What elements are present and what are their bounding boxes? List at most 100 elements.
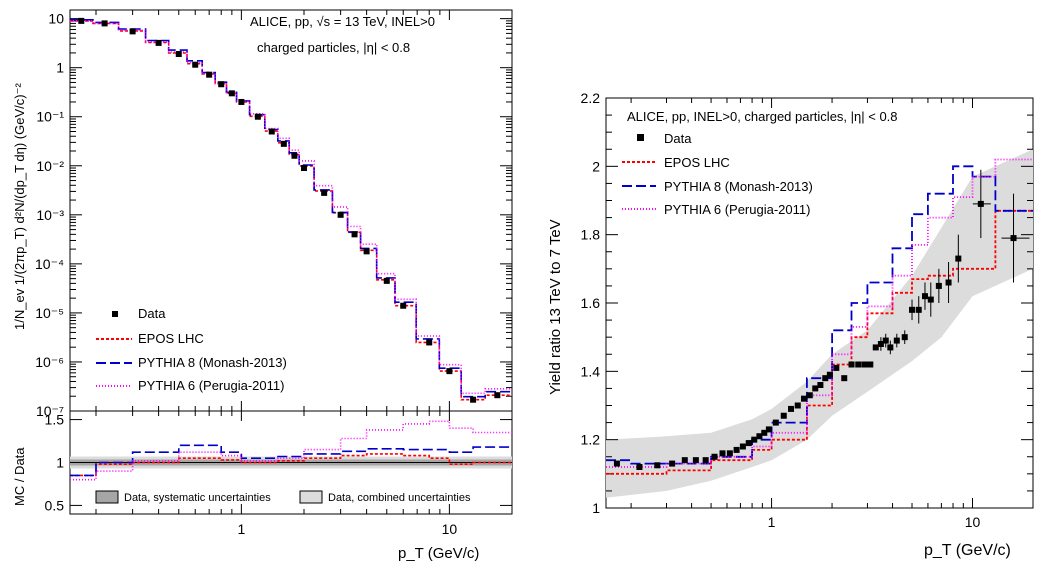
spectrum-data-point	[254, 113, 261, 120]
yield-data-point	[806, 392, 813, 399]
yield-data-point	[822, 375, 829, 382]
yield-data-point	[826, 371, 833, 378]
ratio-legend-entry: Data, systematic uncertainties	[124, 492, 271, 504]
yield-data-point	[887, 344, 894, 351]
spectrum-data-point	[383, 277, 390, 284]
yield-y-tick-label: 1.6	[581, 295, 601, 311]
yield-x-axis-label: p_T (GeV/c)	[924, 542, 1011, 559]
spectrum-y-tick-label: 10⁻²	[36, 158, 64, 174]
spectrum-legend-marker-data	[112, 311, 118, 317]
spectrum-series-pythia6	[70, 20, 512, 395]
spectrum-frame	[69, 9, 513, 412]
yield-data-point	[780, 412, 787, 419]
yield-data-point	[861, 361, 868, 368]
yield-data-point	[935, 282, 942, 289]
yield-data-point	[745, 440, 752, 447]
yield-legend-entry: PYTHIA 6 (Perugia-2011)	[664, 202, 810, 217]
yield-data-point	[613, 460, 620, 467]
yield-data-point	[901, 334, 908, 341]
spectrum-data-point	[291, 152, 298, 159]
yield-x-tick-label: 10	[965, 514, 981, 530]
yield-legend: Data EPOS LHC PYTHIA 8 (Monash-2013) PYTHIA…	[622, 131, 813, 217]
yield-annotation: ALICE, pp, INEL>0, charged particles, |η…	[627, 109, 898, 124]
ratio-x-tick-label: 1	[237, 521, 245, 537]
spectrum-data-point	[238, 98, 245, 105]
spectrum-annotation-line1: ALICE, pp, √s = 13 TeV, INEL>0	[250, 14, 435, 29]
yield-data-point	[739, 443, 746, 450]
yield-data-point	[711, 453, 718, 460]
spectrum-data-point	[280, 140, 287, 147]
yield-y-tick-label: 1.2	[581, 432, 601, 448]
yield-data-point	[945, 279, 952, 286]
spectrum-y-axis-label: 1/N_ev 1/(2πp_T) d²N/(dp_T dη) (GeV/c)⁻²	[12, 83, 27, 330]
yield-data-point	[848, 361, 855, 368]
yield-data-point	[841, 375, 848, 382]
spectrum-legend-entry: PYTHIA 8 (Monash-2013)	[138, 355, 287, 370]
yield-legend-entry: PYTHIA 8 (Monash-2013)	[664, 179, 813, 194]
yield-data-point	[733, 446, 740, 453]
yield-data-point	[955, 255, 962, 262]
yield-series-pythia8	[606, 165, 1033, 465]
spectrum-legend-entry: EPOS LHC	[138, 331, 204, 346]
yield-data-point	[812, 385, 819, 392]
spectrum-y-tick-label: 10⁻⁵	[35, 305, 64, 321]
spectrum-panel: 10 1 10⁻¹ 10⁻² 10⁻³ 10⁻⁴ 10⁻⁵ 10⁻⁶ 10⁻⁷ ALICE, p…	[12, 9, 513, 419]
yield-series-epos	[606, 209, 1033, 475]
spectrum-data-point	[426, 339, 433, 346]
spectrum-marks	[70, 17, 512, 403]
spectrum-y-tick-label: 10⁻⁷	[36, 403, 64, 419]
yield-data-point	[800, 395, 807, 402]
yield-y-tick-label: 2.2	[581, 90, 601, 106]
yield-data-point	[654, 462, 661, 469]
yield-data-point	[692, 457, 699, 464]
ratio-series-pythia6	[70, 420, 512, 481]
ratio-marks	[70, 420, 512, 481]
yield-data-point	[761, 429, 768, 436]
spectrum-data-point	[129, 28, 136, 35]
yield-data-point	[669, 460, 676, 467]
ratio-x-tick-label: 10	[442, 521, 458, 537]
yield-data-point	[719, 450, 726, 457]
yield-ticks: 1 10 1 1.2 1.4 1.6 1.8 2 2.2	[581, 90, 1034, 530]
yield-data-point	[751, 436, 758, 443]
spectrum-data-point	[101, 20, 108, 27]
yield-data-point	[636, 464, 643, 470]
spectrum-data-point	[446, 368, 453, 375]
spectrum-series-pythia8	[70, 19, 512, 398]
ratio-legend-marker-combined	[299, 490, 323, 504]
yield-data-point	[867, 361, 874, 368]
spectrum-data-point	[78, 17, 85, 24]
spectrum-data-point	[155, 39, 162, 46]
yield-marks	[606, 158, 1033, 475]
yield-y-tick-label: 2	[592, 158, 600, 174]
ratio-panel: 1 10 0.5 1 1.5 MC / Data Data, systematic un…	[12, 410, 513, 562]
spectrum-legend: Data EPOS LHC PYTHIA 8 (Monash-2013) PYTHIA…	[96, 306, 287, 393]
spectrum-data-point	[268, 128, 275, 135]
spectrum-data-point	[321, 189, 328, 196]
spectrum-series-epos	[70, 20, 512, 401]
spectrum-data-point	[175, 51, 182, 58]
yield-data-point	[855, 361, 862, 368]
spectrum-y-tick-label: 10⁻¹	[36, 109, 64, 125]
spectrum-legend-entry: PYTHIA 6 (Perugia-2011)	[138, 378, 284, 393]
yield-y-tick-label: 1.8	[581, 227, 601, 243]
spectrum-data-point	[300, 165, 307, 172]
yield-data-point	[977, 200, 984, 207]
yield-data-point	[726, 450, 733, 457]
yield-ratio-panel: 1 10 1 1.2 1.4 1.6 1.8 2 2.2 ALICE, pp, INEL>0, …	[547, 90, 1034, 559]
spectrum-data-point	[206, 71, 213, 78]
ratio-y-tick-label: 1.5	[45, 412, 65, 428]
yield-data-point	[872, 344, 879, 351]
yield-data-point	[702, 457, 709, 464]
ratio-legend-marker-syst	[95, 490, 119, 504]
yield-data-point	[756, 433, 763, 440]
yield-legend-entry: EPOS LHC	[664, 155, 730, 170]
ratio-series-pythia8	[70, 444, 512, 477]
spectrum-data-point	[400, 302, 407, 309]
yield-data-point	[1010, 235, 1017, 242]
yield-y-tick-label: 1	[592, 500, 600, 516]
spectrum-data-point	[363, 248, 370, 255]
yield-data-point	[833, 364, 840, 371]
ratio-y-tick-label: 1	[56, 455, 64, 471]
